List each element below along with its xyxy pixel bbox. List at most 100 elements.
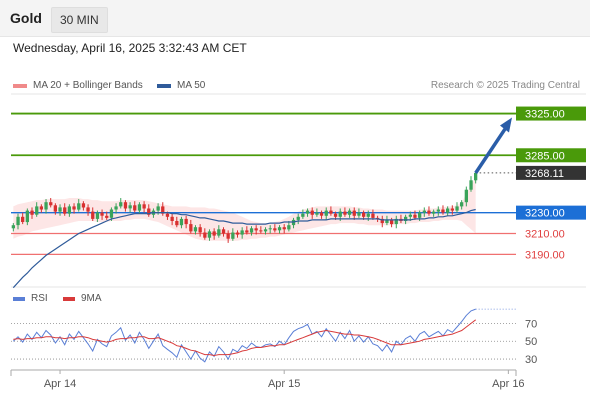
candle-body — [58, 207, 62, 212]
candle-body — [212, 231, 216, 236]
candle-body — [170, 216, 174, 221]
candle-body — [352, 210, 356, 216]
candle-body — [147, 208, 151, 215]
candle-body — [30, 210, 34, 215]
chart-datetime: Wednesday, April 16, 2025 3:32:43 AM CET — [13, 41, 247, 55]
candle-body — [105, 215, 109, 218]
candle-body — [263, 229, 268, 232]
rsi-legend-label: RSI — [31, 293, 48, 304]
candle-body — [277, 227, 282, 231]
candle-body — [165, 213, 170, 217]
candle-body — [427, 210, 431, 214]
rsi-ma-line — [13, 319, 477, 357]
x-tick-label: Apr 14 — [44, 378, 76, 390]
level-badge-3325.00 — [516, 106, 586, 121]
candle-body — [245, 230, 249, 233]
candle-body — [11, 225, 15, 229]
candle-body — [469, 180, 473, 190]
candle-body — [254, 228, 258, 231]
legend-label-ma50: MA 50 — [177, 80, 206, 91]
candle-body — [371, 213, 375, 218]
level-badge-3268.11-text: 3268.11 — [525, 168, 564, 180]
candle-body — [72, 206, 76, 210]
candle-body — [67, 206, 71, 214]
candle-body — [347, 210, 352, 215]
candle-body — [333, 213, 338, 217]
candle-body — [49, 202, 53, 206]
rsi-legend-item: RSI — [13, 293, 48, 304]
x-tick-label: Apr 15 — [268, 378, 300, 390]
rsi-swatch — [13, 296, 25, 301]
candle-body — [91, 211, 95, 219]
ma50-line — [12, 208, 476, 289]
candle-body — [21, 216, 25, 222]
rsi-level-label-30: 30 — [525, 354, 537, 366]
candle-body — [413, 214, 417, 218]
candle-body — [319, 212, 324, 216]
candle-body — [77, 203, 81, 210]
candle-body — [418, 212, 422, 218]
ma50-swatch — [157, 83, 171, 88]
candle-body — [25, 210, 29, 223]
candle-body — [44, 202, 48, 210]
level-badge-3325.00-text: 3325.00 — [525, 109, 565, 121]
candle-body — [16, 216, 20, 226]
level-badge-3190.00-text: 3190.00 — [525, 249, 565, 261]
candle-body — [338, 211, 342, 217]
candle-body — [394, 218, 398, 225]
legend-item-ma20: MA 20 + Bollinger Bands — [13, 80, 143, 91]
legend-label-ma20: MA 20 + Bollinger Bands — [33, 80, 143, 91]
instrument-title: Gold — [10, 10, 42, 26]
candle-body — [226, 233, 230, 239]
interval-button[interactable]: 30 MIN — [51, 7, 108, 33]
level-badge-3268.11 — [516, 165, 586, 180]
candle-body — [305, 210, 310, 214]
candle-body — [324, 210, 328, 216]
candle-body — [446, 208, 450, 213]
candle-body — [259, 230, 263, 232]
rsi-level-label-70: 70 — [525, 318, 537, 330]
candle-body — [109, 209, 114, 218]
level-badge-3285.00 — [516, 148, 586, 163]
projection-arrow — [474, 126, 508, 174]
candle-body — [460, 202, 464, 207]
candle-body — [343, 211, 347, 215]
candle-body — [432, 211, 436, 214]
level-badge-3230.00 — [516, 205, 586, 220]
candle-body — [231, 232, 235, 239]
candle-body — [310, 210, 314, 215]
ma20-swatch — [13, 83, 27, 88]
candle-body — [315, 212, 319, 215]
candle-body — [235, 232, 240, 235]
candle-body — [450, 208, 454, 211]
rsi-level-label-50: 50 — [525, 336, 537, 348]
candle-body — [81, 203, 86, 208]
candle-body — [362, 212, 366, 217]
candle-body — [296, 216, 300, 220]
candle-body — [474, 173, 478, 181]
x-tick-label: Apr 16 — [492, 378, 524, 390]
candle-body — [35, 206, 39, 215]
candle-body — [128, 205, 132, 209]
candle-body — [142, 204, 146, 209]
candle-body — [39, 206, 43, 210]
candle-body — [408, 214, 412, 217]
projection-arrow-head — [500, 117, 512, 133]
candle-body — [156, 206, 160, 211]
candle-body — [63, 207, 67, 214]
copyright-text: Research © 2025 Trading Central — [430, 80, 580, 91]
rsi-line — [12, 308, 476, 363]
candle-body — [161, 206, 165, 214]
candle-body — [175, 221, 179, 226]
candle-body — [179, 218, 184, 226]
header-bar: Gold 30 MIN — [0, 0, 590, 37]
candle-body — [282, 227, 286, 230]
candle-body — [137, 204, 142, 211]
candle-body — [268, 228, 272, 230]
legend-item-ma50: MA 50 — [157, 80, 205, 91]
candle-body — [221, 229, 226, 234]
candle-body — [123, 202, 128, 209]
level-badge-3230.00-text: 3230.00 — [525, 208, 565, 220]
candle-body — [464, 189, 468, 203]
